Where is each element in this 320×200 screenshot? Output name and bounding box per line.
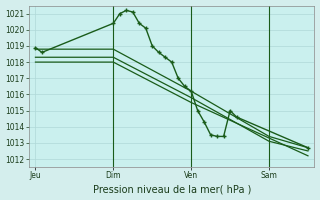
X-axis label: Pression niveau de la mer( hPa ): Pression niveau de la mer( hPa ) bbox=[92, 184, 251, 194]
